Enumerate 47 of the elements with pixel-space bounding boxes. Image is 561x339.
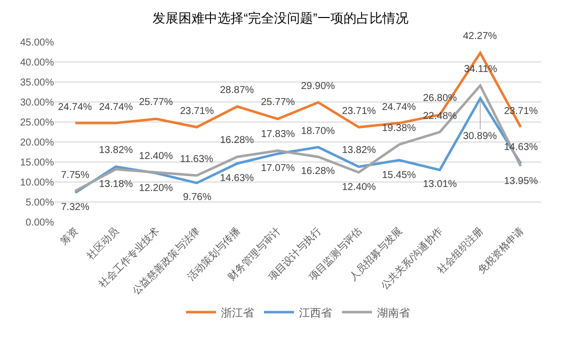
y-tick-label: 35.00% (20, 78, 54, 88)
data-label: 12.40% (139, 151, 174, 162)
y-tick-label: 30.00% (20, 98, 54, 108)
data-label: 16.28% (301, 166, 336, 177)
data-label: 24.74% (382, 102, 416, 113)
data-label: 14.63% (220, 173, 254, 184)
y-tick-label: 0.00% (26, 218, 54, 228)
data-label: 18.70% (301, 126, 336, 137)
data-label: 12.20% (139, 183, 174, 194)
data-label: 12.40% (342, 182, 376, 193)
y-tick-label: 15.00% (20, 158, 54, 168)
data-label: 11.63% (180, 154, 214, 165)
y-tick-label: 25.00% (20, 118, 54, 128)
data-label: 9.76% (183, 192, 212, 203)
data-label: 13.82% (99, 145, 134, 156)
data-label: 28.87% (220, 85, 254, 96)
y-tick-label: 5.00% (26, 198, 54, 208)
data-label: 29.90% (301, 81, 336, 92)
data-label: 13.18% (99, 179, 134, 190)
data-label: 13.95% (504, 176, 538, 187)
data-label: 7.32% (61, 202, 90, 213)
data-label: 42.27% (463, 31, 498, 42)
data-label: 25.77% (139, 97, 174, 108)
data-label: 25.77% (261, 97, 296, 108)
data-label: 13.82% (342, 145, 376, 156)
legend-label: 浙江省 (221, 306, 254, 320)
y-tick-label: 45.00% (20, 38, 54, 48)
legend-label: 湖南省 (377, 306, 410, 320)
y-tick-label: 20.00% (20, 138, 54, 148)
data-label: 7.75% (61, 170, 90, 181)
data-label: 17.07% (261, 163, 296, 174)
x-tick-label: 社区动员 (84, 225, 122, 262)
y-tick-label: 10.00% (20, 178, 54, 188)
data-label: 24.74% (99, 102, 134, 113)
chart-title: 发展困难中选择“完全没问题”一项的占比情况 (152, 10, 408, 26)
data-label: 19.38% (382, 123, 416, 134)
data-label: 24.74% (58, 102, 92, 113)
data-label: 16.28% (220, 135, 254, 146)
legend-label: 江西省 (299, 306, 332, 320)
x-tick-label: 筹资 (58, 225, 81, 248)
data-label: 15.45% (382, 170, 416, 181)
data-label: 23.71% (342, 106, 376, 117)
data-label: 17.83% (261, 129, 296, 140)
data-label: 13.01% (423, 179, 458, 190)
data-label: 23.71% (180, 106, 214, 117)
data-label: 30.89% (463, 131, 498, 142)
y-tick-label: 40.00% (20, 58, 54, 68)
